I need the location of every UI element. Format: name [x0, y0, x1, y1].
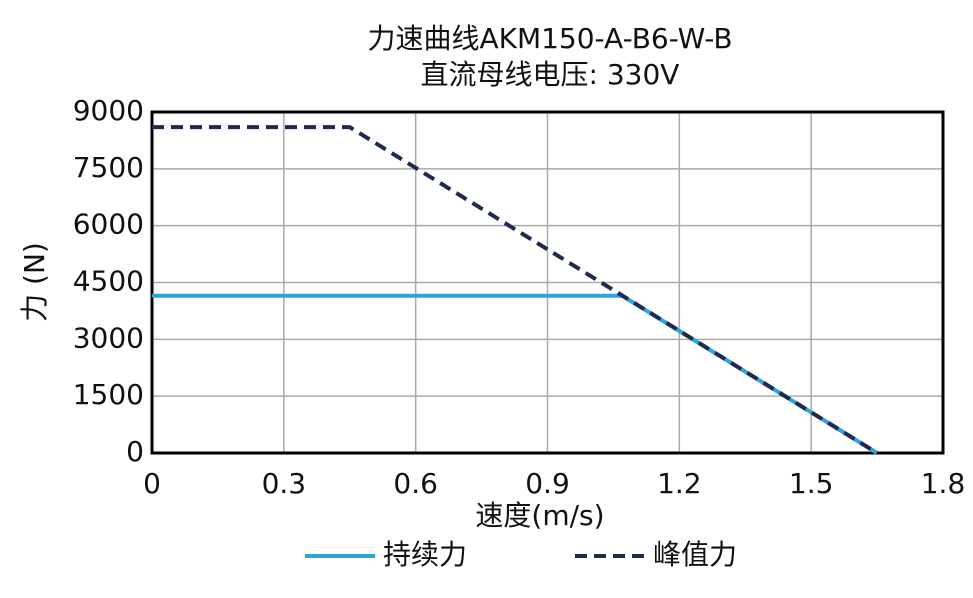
x-tick-label: 0 — [143, 467, 161, 500]
x-tick-label: 0.3 — [262, 467, 307, 500]
x-tick-label: 1.8 — [921, 467, 966, 500]
y-axis-label: 力 (N) — [18, 242, 51, 322]
y-tick-label: 4500 — [73, 265, 144, 298]
series-line — [152, 293, 879, 455]
y-tick-label: 9000 — [73, 94, 144, 127]
y-tick-label: 7500 — [73, 151, 144, 184]
y-tick-label: 6000 — [73, 208, 144, 241]
x-axis-label: 速度(m/s) — [475, 499, 604, 532]
legend-label: 持续力 — [383, 538, 467, 571]
y-tick-label: 1500 — [73, 378, 144, 411]
chart-subtitle: 直流母线电压: 330V — [421, 58, 680, 91]
y-tick-label: 0 — [126, 435, 144, 468]
y-tick-label: 3000 — [73, 321, 144, 354]
legend-label: 峰值力 — [653, 538, 737, 571]
x-tick-label: 0.9 — [525, 467, 570, 500]
x-tick-label: 1.2 — [657, 467, 702, 500]
series-line — [152, 125, 879, 455]
plot-frame — [150, 110, 945, 455]
x-tick-label: 0.6 — [393, 467, 438, 500]
chart-title: 力速曲线AKM150-A-B6-W-B — [367, 22, 732, 55]
x-tick-label: 1.5 — [789, 467, 834, 500]
